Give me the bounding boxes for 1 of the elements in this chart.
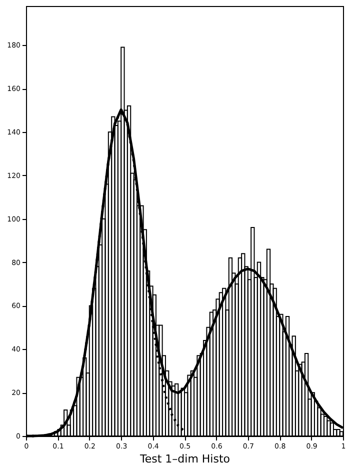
x-axis-title: Test 1–dim Histo bbox=[138, 452, 230, 466]
